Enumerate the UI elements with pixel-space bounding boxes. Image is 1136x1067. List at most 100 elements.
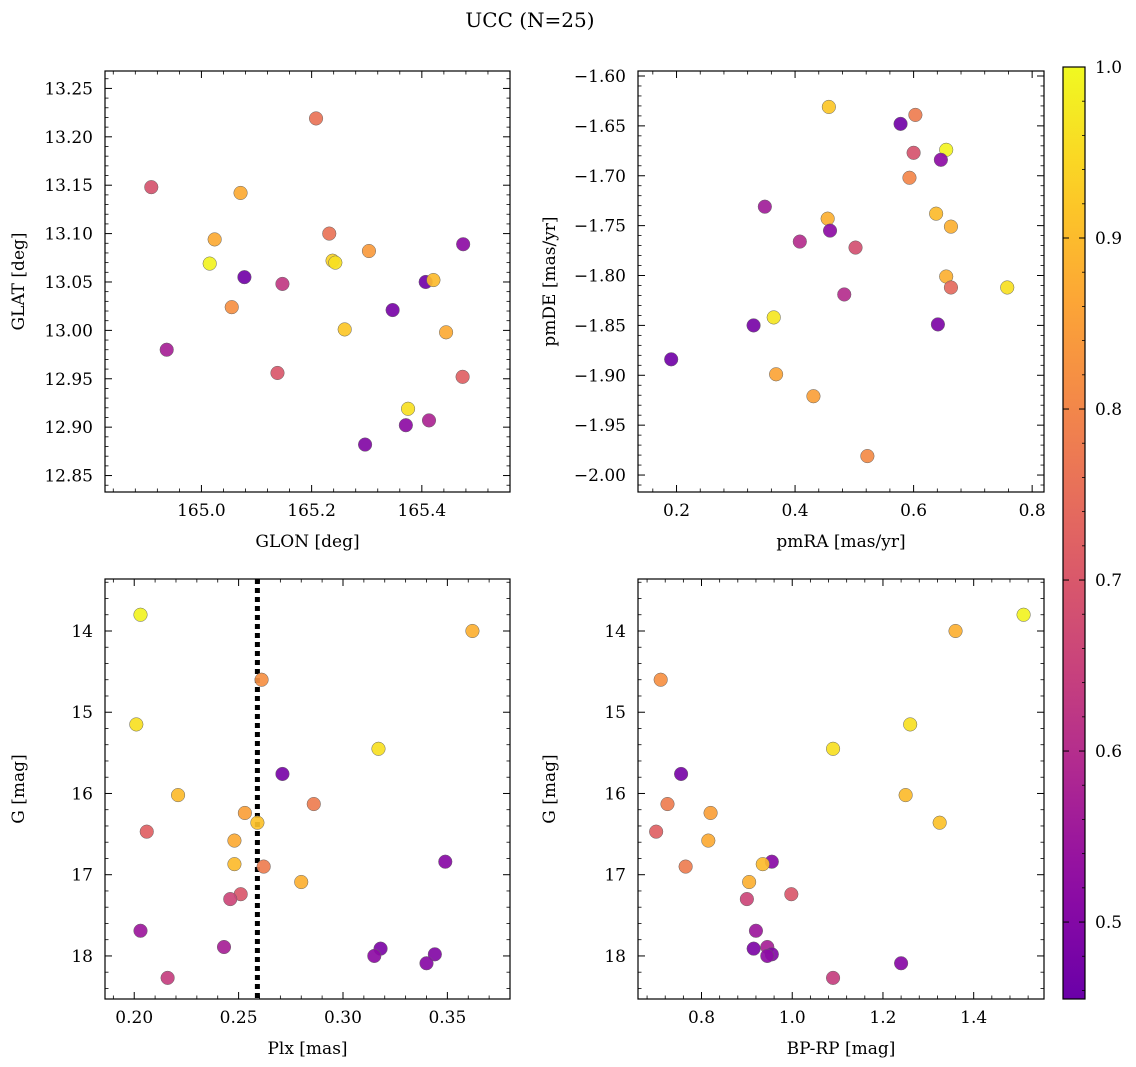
data-point bbox=[254, 672, 269, 687]
data-point bbox=[250, 815, 265, 830]
data-point bbox=[948, 623, 963, 639]
data-point bbox=[742, 874, 757, 890]
data-point bbox=[237, 805, 252, 821]
panel-4: 0.8 1.0 1.2 1.4 14 15 16 17 18 BP-RP [mag] G [mag] bbox=[540, 578, 1045, 1059]
data-point bbox=[465, 623, 480, 639]
data-point bbox=[237, 270, 252, 285]
data-point bbox=[139, 824, 154, 839]
y-tick-label: 13.15 bbox=[44, 176, 93, 196]
data-point bbox=[902, 170, 917, 185]
data-point bbox=[216, 939, 232, 955]
scatter-points bbox=[649, 607, 1031, 985]
x-axis-label: Plx [mas] bbox=[267, 1039, 347, 1059]
y-tick-label: 14 bbox=[604, 622, 626, 642]
data-point bbox=[755, 857, 770, 872]
y-tick-label: 13.00 bbox=[44, 321, 93, 341]
data-point bbox=[757, 199, 772, 214]
data-point bbox=[653, 672, 668, 687]
x-tick-label: 0.25 bbox=[220, 1008, 258, 1028]
data-point bbox=[223, 892, 238, 907]
data-point bbox=[837, 287, 852, 302]
y-tick-label: 16 bbox=[71, 784, 93, 804]
colorbar-tick-label: 1.0 bbox=[1095, 58, 1122, 78]
y-axis-label: GLAT [deg] bbox=[9, 232, 29, 330]
colorbar-tick-label: 0.6 bbox=[1095, 742, 1122, 762]
panel-1: 165.0 165.2 165.4 12.85 12.90 12.95 13.00 13.05… bbox=[9, 70, 511, 552]
data-point bbox=[385, 303, 400, 318]
data-point bbox=[649, 824, 664, 839]
x-tick-label: 0.20 bbox=[115, 1008, 153, 1028]
scatter-points bbox=[664, 99, 1015, 464]
data-point bbox=[367, 948, 382, 963]
colorbar-tick-label: 0.5 bbox=[1095, 913, 1122, 933]
x-tick-label: 0.8 bbox=[1019, 501, 1046, 521]
data-point bbox=[848, 240, 863, 255]
data-point bbox=[129, 717, 144, 732]
y-axis-label: G [mag] bbox=[540, 754, 560, 823]
data-point bbox=[337, 322, 352, 337]
data-point bbox=[739, 892, 754, 907]
y-axis-label: G [mag] bbox=[9, 754, 29, 823]
data-point bbox=[746, 941, 761, 956]
data-point bbox=[703, 805, 718, 821]
x-axis-label: pmRA [mas/yr] bbox=[776, 532, 905, 552]
data-point bbox=[826, 970, 841, 985]
panel-2: 0.2 0.4 0.6 0.8 −2.00 −1.95 −1.90 −1.85 −1.80 −1.… bbox=[540, 67, 1046, 552]
x-tick-label: 0.8 bbox=[688, 1008, 715, 1028]
y-tick-label: 13.25 bbox=[44, 79, 93, 99]
data-point bbox=[746, 318, 761, 333]
y-tick-label: 12.90 bbox=[44, 418, 93, 438]
data-point bbox=[769, 367, 784, 382]
data-point bbox=[306, 796, 321, 812]
data-point bbox=[358, 437, 373, 452]
data-point bbox=[419, 956, 434, 971]
data-point bbox=[207, 232, 222, 247]
data-point bbox=[144, 180, 159, 195]
data-point bbox=[929, 206, 944, 221]
y-tick-label: 17 bbox=[71, 866, 93, 886]
data-point bbox=[674, 766, 689, 782]
y-tick-label: 12.95 bbox=[44, 370, 93, 390]
y-tick-label: 17 bbox=[604, 866, 626, 886]
y-tick-label: 18 bbox=[604, 947, 626, 967]
y-tick-label: 15 bbox=[71, 703, 93, 723]
data-point bbox=[903, 717, 918, 732]
data-point bbox=[898, 788, 913, 803]
axes-frame bbox=[637, 578, 1045, 1000]
y-tick-label: 13.20 bbox=[44, 128, 93, 148]
data-point bbox=[748, 923, 763, 938]
data-point bbox=[438, 854, 453, 869]
colorbar-gradient bbox=[1062, 66, 1086, 1000]
data-point bbox=[701, 833, 716, 848]
data-point bbox=[421, 413, 437, 428]
data-point bbox=[224, 300, 239, 315]
data-point bbox=[943, 219, 958, 234]
data-point bbox=[664, 352, 679, 367]
data-point bbox=[227, 833, 242, 848]
scatter-points bbox=[144, 111, 471, 452]
data-point bbox=[270, 365, 285, 381]
x-tick-label: 0.6 bbox=[900, 501, 927, 521]
colorbar-tick-label: 0.8 bbox=[1095, 400, 1122, 420]
y-tick-label: 14 bbox=[71, 622, 93, 642]
x-tick-label: 0.2 bbox=[663, 501, 690, 521]
data-point bbox=[760, 948, 775, 963]
y-tick-label: 15 bbox=[604, 703, 626, 723]
data-point bbox=[1000, 280, 1015, 295]
y-axis-label: pmDE [mas/yr] bbox=[540, 216, 560, 346]
data-point bbox=[133, 923, 148, 938]
data-point bbox=[933, 152, 948, 167]
data-point bbox=[678, 859, 693, 874]
data-point bbox=[133, 607, 148, 622]
data-point bbox=[894, 956, 909, 971]
figure-title: UCC (N=25) bbox=[465, 8, 594, 32]
data-point bbox=[439, 325, 454, 340]
data-point bbox=[227, 857, 242, 872]
axes-frame bbox=[104, 70, 511, 493]
data-point bbox=[820, 211, 835, 226]
data-point bbox=[371, 741, 386, 756]
x-tick-label: 0.4 bbox=[782, 501, 809, 521]
data-point bbox=[456, 237, 471, 252]
y-tick-label: −1.85 bbox=[574, 316, 626, 336]
data-point bbox=[792, 234, 807, 249]
